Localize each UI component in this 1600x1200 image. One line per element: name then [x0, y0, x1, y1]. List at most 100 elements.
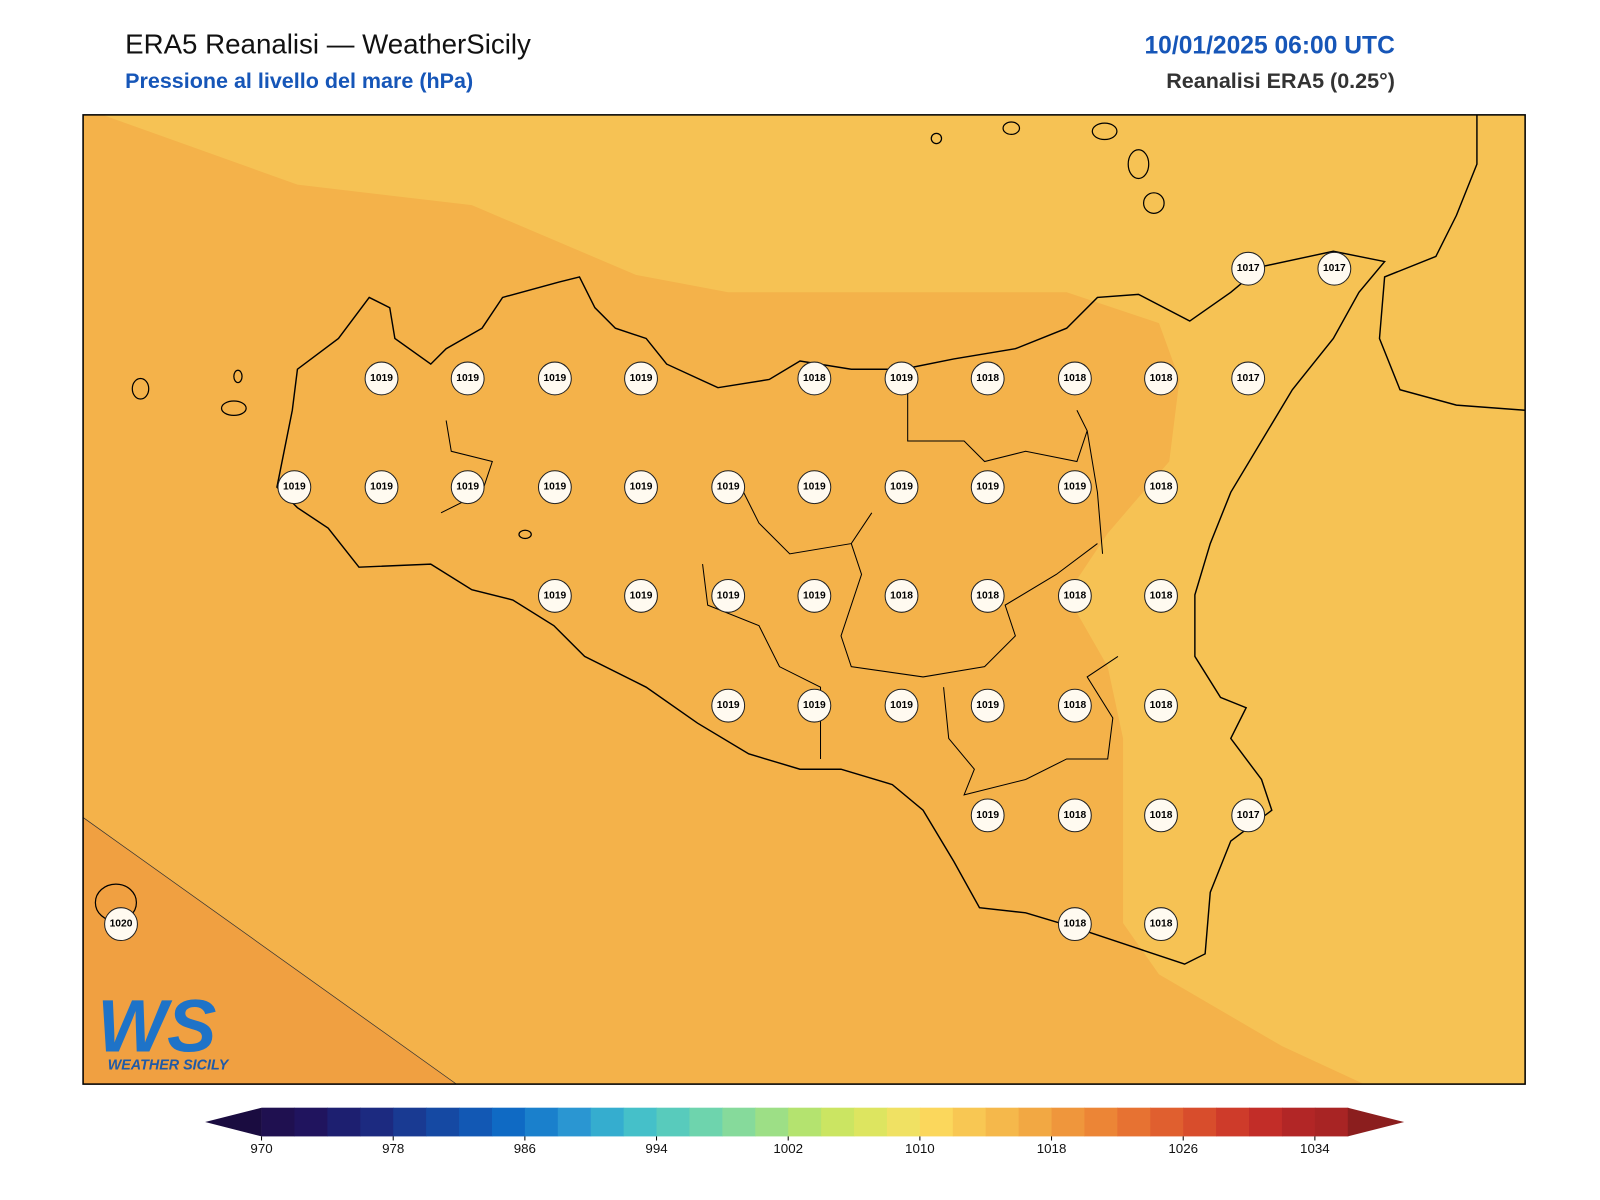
calabria-coast [1378, 114, 1526, 411]
station-marker [797, 470, 832, 505]
station-marker [450, 470, 485, 505]
station-marker [884, 578, 919, 613]
stations: 1017 1017 1019 1019 1019 1019 1018 1019 1018 1018… [104, 251, 1352, 942]
colorbar-bin [919, 1107, 954, 1137]
colorbar-tick-label: 986 [514, 1141, 536, 1156]
colorbar-bin [393, 1107, 427, 1137]
station-value: 1018 [1150, 590, 1173, 601]
colorbar-bin [1150, 1107, 1184, 1137]
station-value: 1019 [890, 700, 913, 711]
station-marker [970, 578, 1005, 613]
station-value: 1019 [543, 482, 566, 493]
colorbar-bin [360, 1107, 394, 1137]
colorbar-bin [1018, 1107, 1053, 1137]
station-value: 1019 [803, 482, 826, 493]
station-marker [1057, 688, 1092, 723]
logo: WS WEATHER SICILY [97, 984, 229, 1073]
colorbar-bin [1216, 1107, 1250, 1137]
station-value: 1019 [717, 700, 740, 711]
station-marker [970, 798, 1005, 833]
colorbar-bin [1084, 1107, 1118, 1137]
station-marker [711, 578, 746, 613]
colorbar-bin [689, 1107, 723, 1137]
colorbar-bin [1281, 1107, 1316, 1137]
station-marker [797, 361, 832, 396]
colorbar-bin [261, 1107, 295, 1137]
colorbar-bin [854, 1107, 888, 1137]
colorbar-tick-label: 978 [382, 1141, 404, 1156]
station-value: 1019 [543, 373, 566, 384]
colorbar-tick-label: 1034 [1300, 1141, 1330, 1156]
colorbar-bin [557, 1107, 592, 1137]
colorbar-bin [1117, 1107, 1151, 1137]
station-marker [711, 470, 746, 505]
station-value: 1017 [1237, 810, 1260, 821]
station-marker [884, 470, 919, 505]
station-marker [364, 361, 399, 396]
station-value: 1018 [1150, 482, 1173, 493]
sicily-coast [276, 250, 1386, 965]
colorbar: 970 978 986 994 1002 1010 1018 1026 1034 [205, 1107, 1405, 1156]
station-marker [1057, 907, 1092, 942]
station-value: 1019 [976, 482, 999, 493]
field-1017 [102, 114, 1526, 1085]
station-value: 1019 [456, 482, 479, 493]
station-marker [711, 688, 746, 723]
station-value: 1019 [976, 700, 999, 711]
colorbar-over [1347, 1107, 1405, 1137]
colorbar-bin [623, 1107, 658, 1137]
station-marker [104, 907, 138, 942]
station-marker [537, 470, 572, 505]
colorbar-bin [656, 1107, 690, 1137]
islands [94, 121, 1165, 922]
station-value: 1018 [1063, 810, 1086, 821]
colorbar-bin [1314, 1107, 1349, 1137]
station-value: 1019 [370, 482, 393, 493]
datetime: 10/01/2025 06:00 UTC [1144, 32, 1395, 59]
station-marker [450, 361, 485, 396]
colorbar-tick-label: 1026 [1168, 1141, 1198, 1156]
station-marker [1057, 798, 1092, 833]
station-marker [1144, 470, 1178, 505]
colorbar-bin [426, 1107, 460, 1137]
colorbar-bin [788, 1107, 822, 1137]
colorbar-bin [590, 1107, 625, 1137]
map-frame [82, 114, 1526, 1085]
logo-name: WEATHER SICILY [108, 1058, 230, 1074]
colorbar-tick-label: 994 [645, 1141, 668, 1156]
colorbar-tick-label: 1002 [773, 1141, 803, 1156]
station-value: 1019 [717, 482, 740, 493]
colorbar-bin [1051, 1107, 1085, 1137]
station-marker [797, 578, 832, 613]
station-value: 1018 [1063, 373, 1086, 384]
station-value: 1018 [1150, 919, 1173, 930]
station-marker [624, 470, 658, 505]
colorbar-bin [491, 1107, 526, 1137]
station-value: 1018 [1063, 919, 1086, 930]
province-borders [440, 369, 1119, 796]
station-value: 1019 [803, 590, 826, 601]
station-value: 1018 [1063, 590, 1086, 601]
colorbar-tick-label: 1018 [1037, 1141, 1067, 1156]
station-value: 1019 [803, 700, 826, 711]
colorbar-bin [886, 1107, 921, 1137]
station-value: 1018 [976, 373, 999, 384]
station-marker [1144, 798, 1178, 833]
station-value: 1019 [890, 482, 913, 493]
station-marker [364, 470, 399, 505]
station-marker [624, 578, 658, 613]
station-marker [277, 470, 312, 505]
field-1020 [83, 816, 458, 1085]
station-marker [970, 688, 1005, 723]
station-value: 1018 [890, 590, 913, 601]
colorbar-bin [821, 1107, 855, 1137]
station-marker [970, 361, 1005, 396]
station-value: 1018 [1150, 810, 1173, 821]
station-marker [1231, 798, 1266, 833]
colorbar-bin [985, 1107, 1020, 1137]
station-value: 1019 [456, 373, 479, 384]
station-value: 1019 [283, 482, 306, 493]
station-marker [1144, 578, 1178, 613]
station-marker [537, 361, 572, 396]
colorbar-bin [524, 1107, 559, 1137]
